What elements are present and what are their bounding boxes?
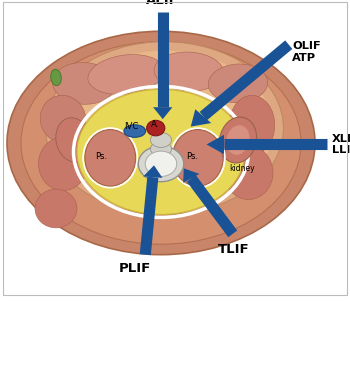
Text: ALIF: ALIF bbox=[146, 0, 179, 7]
FancyArrow shape bbox=[183, 168, 200, 183]
FancyArrow shape bbox=[153, 107, 173, 119]
Ellipse shape bbox=[145, 151, 177, 176]
Text: A.: A. bbox=[150, 120, 159, 129]
Text: kidney: kidney bbox=[229, 164, 255, 173]
Ellipse shape bbox=[150, 132, 172, 147]
Ellipse shape bbox=[124, 125, 146, 137]
Ellipse shape bbox=[46, 42, 284, 215]
Ellipse shape bbox=[224, 146, 273, 199]
Ellipse shape bbox=[56, 51, 273, 205]
Ellipse shape bbox=[150, 141, 172, 157]
Ellipse shape bbox=[38, 137, 88, 191]
FancyArrow shape bbox=[143, 165, 162, 178]
Ellipse shape bbox=[208, 64, 268, 103]
Text: Figure 2 : Voies d’abord chirurgicales: Figure 2 : Voies d’abord chirurgicales bbox=[43, 318, 307, 331]
Ellipse shape bbox=[85, 130, 136, 186]
Text: TLIF: TLIF bbox=[218, 243, 250, 256]
Text: PLIF: PLIF bbox=[119, 262, 151, 275]
Circle shape bbox=[147, 120, 165, 136]
Text: Ps.: Ps. bbox=[187, 152, 198, 161]
Ellipse shape bbox=[40, 95, 86, 143]
FancyArrow shape bbox=[191, 109, 211, 127]
Text: pour arthrodèse lombaire: pour arthrodèse lombaire bbox=[84, 344, 266, 357]
Ellipse shape bbox=[138, 146, 184, 182]
Text: OLIF
ATP: OLIF ATP bbox=[292, 41, 321, 63]
Ellipse shape bbox=[7, 31, 315, 255]
Ellipse shape bbox=[35, 189, 77, 228]
Text: Ps.: Ps. bbox=[96, 152, 107, 161]
Ellipse shape bbox=[219, 117, 257, 163]
Ellipse shape bbox=[77, 89, 245, 215]
Ellipse shape bbox=[226, 125, 250, 155]
Text: IVC: IVC bbox=[124, 122, 139, 131]
Ellipse shape bbox=[154, 52, 224, 91]
FancyArrow shape bbox=[206, 135, 224, 154]
Ellipse shape bbox=[51, 69, 61, 85]
Ellipse shape bbox=[88, 54, 164, 94]
Ellipse shape bbox=[52, 63, 116, 104]
Ellipse shape bbox=[56, 118, 91, 162]
Ellipse shape bbox=[173, 130, 223, 186]
Ellipse shape bbox=[21, 42, 301, 244]
Text: XLIF
LLIF: XLIF LLIF bbox=[332, 134, 350, 155]
Ellipse shape bbox=[229, 95, 275, 155]
